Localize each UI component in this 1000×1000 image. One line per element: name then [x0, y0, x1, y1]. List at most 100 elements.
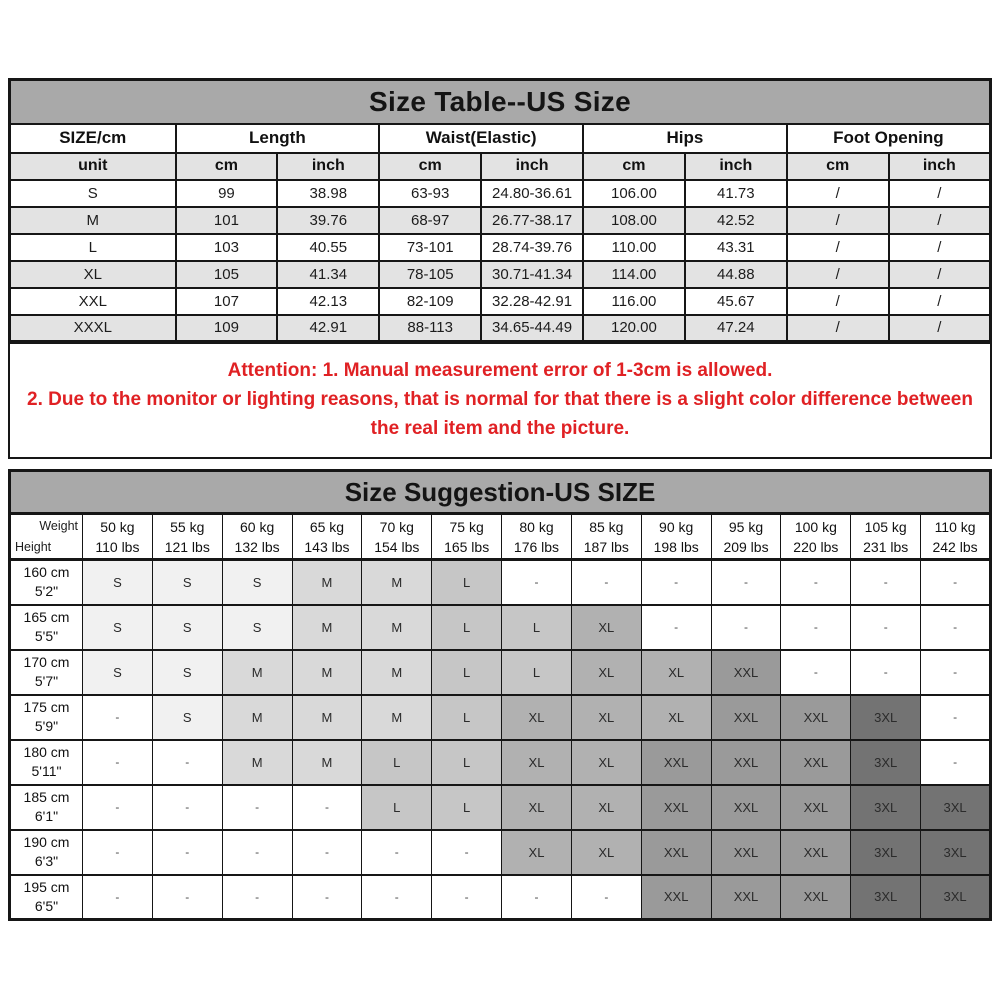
weight-header: 55 kg 121 lbs [151, 512, 223, 561]
suggestion-cell: - [221, 873, 293, 921]
suggestion-cell: - [920, 738, 991, 786]
size-label: L [8, 232, 177, 262]
suggestion-cell: 3XL [850, 738, 922, 786]
suggestion-cell: XXL [640, 828, 712, 876]
table-cell: 120.00 [582, 313, 686, 343]
suggestion-cell: M [221, 738, 293, 786]
suggestion-cell: XXL [710, 738, 782, 786]
suggestion-cell: - [291, 828, 363, 876]
suggestion-cell: - [82, 738, 153, 786]
suggestion-cell: L [431, 603, 503, 651]
size-label: M [8, 205, 177, 235]
table-cell: 41.34 [276, 259, 381, 289]
suggestion-cell: S [82, 648, 153, 696]
height-row-160: 160 cm 5'2" S S S M M L - - - - - - - [9, 558, 991, 606]
table-cell: 116.00 [582, 286, 686, 316]
suggestion-cell: M [291, 693, 363, 741]
table-cell: / [887, 259, 992, 289]
suggestion-cell: M [361, 603, 433, 651]
unit-cell: cm [174, 151, 279, 181]
suggestion-cell: 3XL [850, 693, 922, 741]
suggestion-cell: XL [640, 648, 712, 696]
weight-header: 75 kg 165 lbs [431, 512, 503, 561]
suggestion-cell: - [82, 693, 153, 741]
suggestion-cell: - [780, 558, 852, 606]
unit-cell: inch [276, 151, 381, 181]
suggestion-cell: - [640, 558, 712, 606]
table-cell: / [785, 259, 890, 289]
suggestion-cell: XXL [710, 783, 782, 831]
suggestion-cell: XXL [640, 873, 712, 921]
weight-lbs: 143 lbs [304, 538, 350, 555]
height-row-175: 175 cm 5'9" - S M M M L XL XL XL XXL XXL … [9, 693, 991, 741]
suggestion-cell: 3XL [920, 873, 991, 921]
weight-lbs: 231 lbs [863, 538, 909, 555]
table-cell: 38.98 [276, 178, 381, 208]
height-label: 175 cm 5'9" [9, 693, 83, 741]
suggestion-cell: XL [501, 828, 572, 876]
suggestion-table-title: Size Suggestion-US SIZE [9, 469, 991, 515]
suggestion-cell: L [361, 783, 433, 831]
height-cm: 195 cm [23, 878, 70, 895]
table-cell: 110.00 [582, 232, 686, 262]
table-cell: 26.77-38.17 [480, 205, 584, 235]
table-cell: 28.74-39.76 [480, 232, 584, 262]
suggestion-cell: L [431, 783, 503, 831]
suggestion-cell: L [501, 603, 572, 651]
height-label: 180 cm 5'11" [9, 738, 83, 786]
weight-kg: 60 kg [239, 518, 275, 535]
suggestion-cell: 3XL [920, 783, 991, 831]
table-cell: 114.00 [582, 259, 686, 289]
suggestion-cell: - [710, 558, 782, 606]
size-label: XXL [8, 286, 177, 316]
suggestion-cell: 3XL [850, 873, 922, 921]
table-cell: 47.24 [683, 313, 788, 343]
weight-lbs: 176 lbs [513, 538, 560, 555]
suggestion-cell: - [501, 558, 572, 606]
suggestion-cell: - [850, 603, 922, 651]
attention-line-1: Attention: 1. Manual measurement error o… [227, 360, 773, 381]
size-row-l: L 103 40.55 73-101 28.74-39.76 110.00 43… [8, 232, 992, 262]
table-cell: / [785, 286, 890, 316]
suggestion-cell: - [291, 783, 363, 831]
weight-kg: 75 kg [449, 518, 484, 535]
size-table-group-header-row: SIZE/cm Length Waist(Elastic) Hips Foot … [8, 122, 992, 154]
height-row-165: 165 cm 5'5" S S S M M L L XL - - - - - [9, 603, 991, 651]
suggestion-cell: M [221, 693, 293, 741]
size-table-title: Size Table--US Size [8, 78, 992, 125]
col-header-waist: Waist(Elastic) [378, 122, 584, 154]
suggestion-cell: M [291, 648, 363, 696]
table-cell: 82-109 [378, 286, 483, 316]
table-cell: 78-105 [378, 259, 483, 289]
suggestion-cell: - [850, 558, 922, 606]
suggestion-cell: - [151, 738, 223, 786]
suggestion-cell: L [431, 693, 503, 741]
height-row-185: 185 cm 6'1" - - - - L L XL XL XXL XXL XXL… [9, 783, 991, 831]
suggestion-cell: XXL [710, 873, 782, 921]
suggestion-cell: - [221, 783, 293, 831]
size-table-unit-row: unit cm inch cm inch cm inch cm inch [8, 151, 992, 181]
suggestion-cell: S [151, 603, 223, 651]
suggestion-cell: 3XL [920, 828, 991, 876]
suggestion-cell: M [291, 603, 363, 651]
table-cell: / [785, 232, 890, 262]
height-cm: 160 cm [23, 564, 70, 581]
size-suggestion-table: Size Suggestion-US SIZE Weight Height 50… [8, 469, 992, 921]
table-cell: 107 [174, 286, 279, 316]
suggestion-cell: - [710, 603, 782, 651]
weight-kg: 50 kg [100, 518, 135, 535]
table-cell: 42.52 [683, 205, 788, 235]
suggestion-cell: S [221, 603, 293, 651]
suggestion-cell: - [501, 873, 572, 921]
suggestion-cell: L [431, 558, 503, 606]
table-cell: / [887, 286, 992, 316]
suggestion-cell: S [82, 603, 153, 651]
weight-header: 80 kg 176 lbs [501, 512, 572, 561]
height-row-180: 180 cm 5'11" - - M M L L XL XL XXL XXL XX… [9, 738, 991, 786]
weight-lbs: 187 lbs [583, 538, 629, 555]
weight-lbs: 209 lbs [723, 538, 769, 555]
corner-height-label: Height [15, 540, 52, 554]
suggestion-cell: 3XL [850, 783, 922, 831]
height-ft: 5'2" [34, 583, 59, 600]
